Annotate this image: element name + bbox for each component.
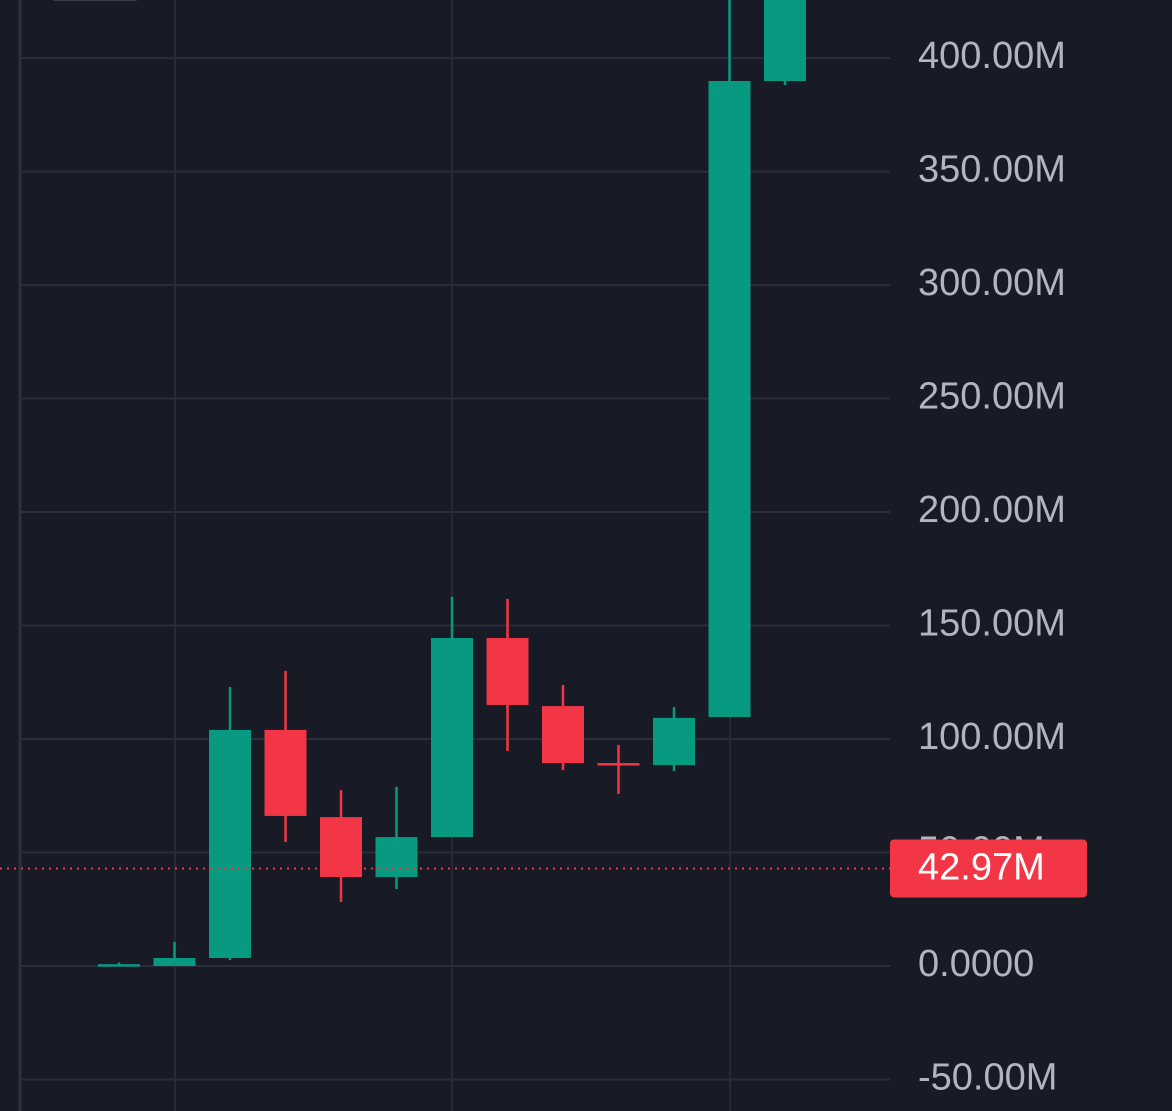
y-tick-label: 200.00M [918, 489, 1066, 531]
y-tick-label: 0.0000 [918, 943, 1034, 985]
candle-body [209, 729, 251, 959]
candle-body [375, 837, 418, 877]
y-tick-label: 150.00M [918, 603, 1066, 645]
price-label: 42.97M [918, 846, 1045, 888]
candle-body [153, 958, 196, 966]
overlay: 42.97M [0, 839, 1087, 898]
candle-body [764, 0, 806, 82]
candle-body [486, 638, 529, 705]
candle-body [542, 706, 584, 764]
price-label-box [890, 839, 1087, 898]
y-tick-label: 250.00M [918, 376, 1066, 418]
candle-body [653, 717, 695, 766]
y-tick-label: 300.00M [918, 262, 1066, 304]
candles [98, 0, 806, 967]
candle-body [708, 81, 751, 717]
y-tick-label: 100.00M [918, 716, 1066, 758]
y-tick-label: -50.00M [918, 1056, 1057, 1098]
candle-body [264, 729, 307, 816]
candle-body [320, 817, 362, 877]
candle-body [98, 964, 140, 967]
candle-body [431, 638, 473, 838]
y-tick-label: 350.00M [918, 149, 1066, 191]
candle-body [597, 763, 640, 766]
y-tick-label: 400.00M [918, 35, 1066, 77]
